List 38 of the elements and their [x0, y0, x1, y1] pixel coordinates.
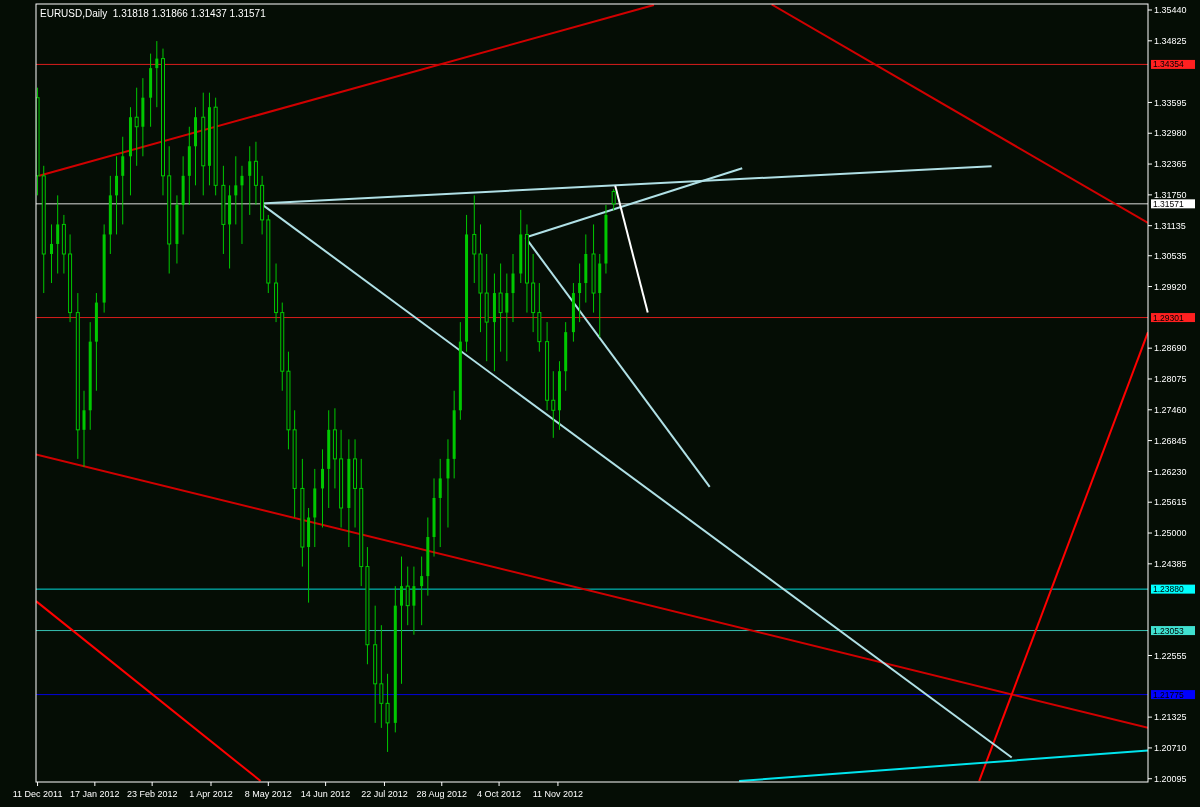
x-tick-label: 11 Dec 2011 — [12, 789, 63, 799]
y-tick-label: 1.26845 — [1154, 435, 1187, 446]
y-tick-label: 1.32365 — [1154, 159, 1187, 170]
y-tick-label: 1.28075 — [1154, 374, 1187, 385]
y-tick-label: 1.25000 — [1154, 528, 1187, 539]
ref-line-label: 1.21775 — [1153, 689, 1184, 700]
ref-line-label: 1.23880 — [1153, 584, 1184, 595]
y-tick-label: 1.25615 — [1154, 497, 1187, 508]
y-tick-label: 1.33595 — [1154, 97, 1187, 108]
x-tick-label: 17 Jan 2012 — [70, 789, 120, 799]
ref-line-label: 1.29301 — [1153, 312, 1184, 323]
x-tick-label: 1 Apr 2012 — [189, 789, 233, 799]
y-tick-label: 1.24385 — [1154, 558, 1187, 569]
y-tick-label: 1.22555 — [1154, 650, 1187, 661]
ref-line-label: 1.31571 — [1153, 198, 1184, 209]
y-tick-label: 1.27460 — [1154, 404, 1187, 415]
y-tick-label: 1.34825 — [1154, 35, 1187, 46]
x-tick-label: 8 May 2012 — [244, 789, 292, 799]
x-tick-label: 14 Jun 2012 — [300, 789, 351, 799]
x-tick-label: 22 Jul 2012 — [361, 789, 408, 799]
y-tick-label: 1.20095 — [1154, 773, 1187, 784]
y-tick-label: 1.30535 — [1154, 250, 1187, 261]
y-tick-label: 1.31750 — [1154, 190, 1187, 201]
y-tick-label: 1.26230 — [1154, 466, 1187, 477]
y-tick-label: 1.20710 — [1154, 743, 1187, 754]
x-tick-label: 28 Aug 2012 — [416, 789, 468, 799]
ref-line-label: 1.34354 — [1153, 59, 1184, 70]
chart-title: EURUSD,Daily 1.31818 1.31866 1.31437 1.31571 — [40, 8, 267, 19]
y-tick-label: 1.32980 — [1154, 128, 1187, 139]
x-tick-label: 23 Feb 2012 — [126, 789, 178, 799]
x-tick-label: 11 Nov 2012 — [532, 789, 584, 799]
y-tick-label: 1.35440 — [1154, 5, 1187, 16]
y-tick-label: 1.31135 — [1154, 220, 1186, 231]
x-tick-label: 4 Oct 2012 — [477, 789, 522, 799]
y-tick-label: 1.28690 — [1154, 343, 1187, 354]
ref-line-label: 1.23053 — [1153, 625, 1184, 636]
y-tick-label: 1.29920 — [1154, 281, 1187, 292]
y-tick-label: 1.21325 — [1154, 712, 1187, 723]
